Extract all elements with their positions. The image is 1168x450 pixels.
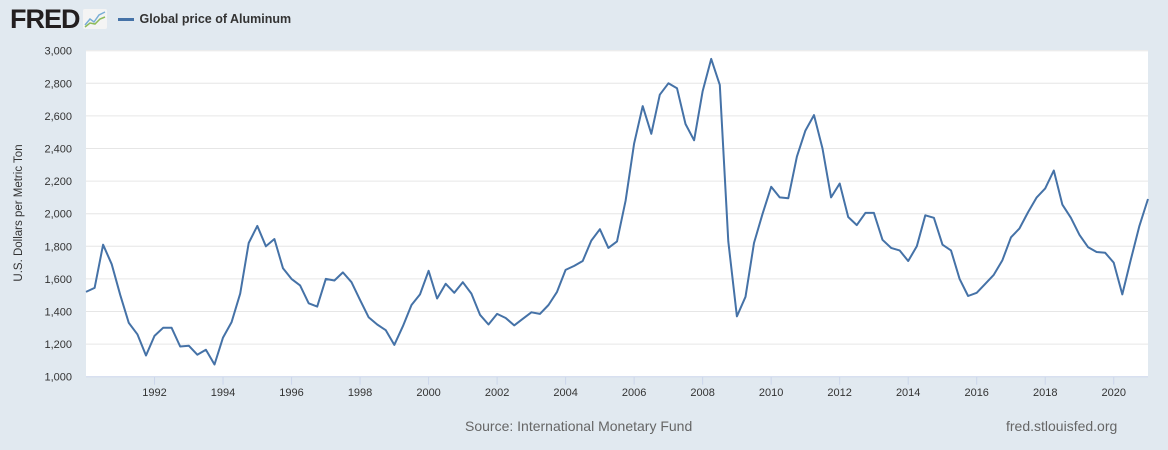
x-tick-label: 1992 [142, 387, 166, 399]
x-tick-label: 1996 [279, 387, 303, 399]
x-tick-label: 2000 [416, 387, 440, 399]
x-tick-label: 2020 [1101, 387, 1125, 399]
y-tick-label: 2,000 [44, 209, 72, 221]
series-line[interactable] [85, 57, 1149, 366]
x-tick-label: 1998 [348, 387, 372, 399]
x-tick-label: 2018 [1033, 387, 1057, 399]
y-tick-label: 1,400 [44, 307, 72, 319]
y-tick-label: 1,600 [44, 274, 72, 286]
y-tick-label: 1,800 [44, 241, 72, 253]
fred-chart-icon [82, 9, 107, 29]
site-link[interactable]: fred.stlouisfed.org [1006, 418, 1118, 434]
y-tick-label: 1,200 [44, 339, 72, 351]
x-tick-label: 2010 [759, 387, 783, 399]
x-tick-label: 1994 [211, 387, 235, 399]
x-tick-label: 2008 [690, 387, 714, 399]
x-tick-label: 2002 [485, 387, 509, 399]
x-tick-label: 2016 [964, 387, 988, 399]
x-tick-label: 2004 [553, 387, 577, 399]
y-tick-label: 2,600 [44, 111, 72, 123]
x-tick-label: 2014 [896, 387, 920, 399]
legend-label[interactable]: Global price of Aluminum [139, 12, 292, 26]
y-axis-title: U.S. Dollars per Metric Ton [13, 144, 25, 281]
x-tick-label: 2012 [827, 387, 851, 399]
fred-logo[interactable]: FRED [10, 3, 80, 34]
y-tick-label: 2,200 [44, 176, 72, 188]
y-tick-label: 1,000 [44, 372, 72, 384]
x-tick-label: 2006 [622, 387, 646, 399]
source-text: Source: International Monetary Fund [465, 418, 693, 434]
y-tick-label: 2,800 [44, 78, 72, 90]
legend-swatch [117, 17, 134, 21]
y-tick-label: 3,000 [44, 46, 72, 58]
chart-header: FRED Global price of Aluminum [10, 3, 292, 34]
y-tick-label: 2,400 [44, 144, 72, 156]
